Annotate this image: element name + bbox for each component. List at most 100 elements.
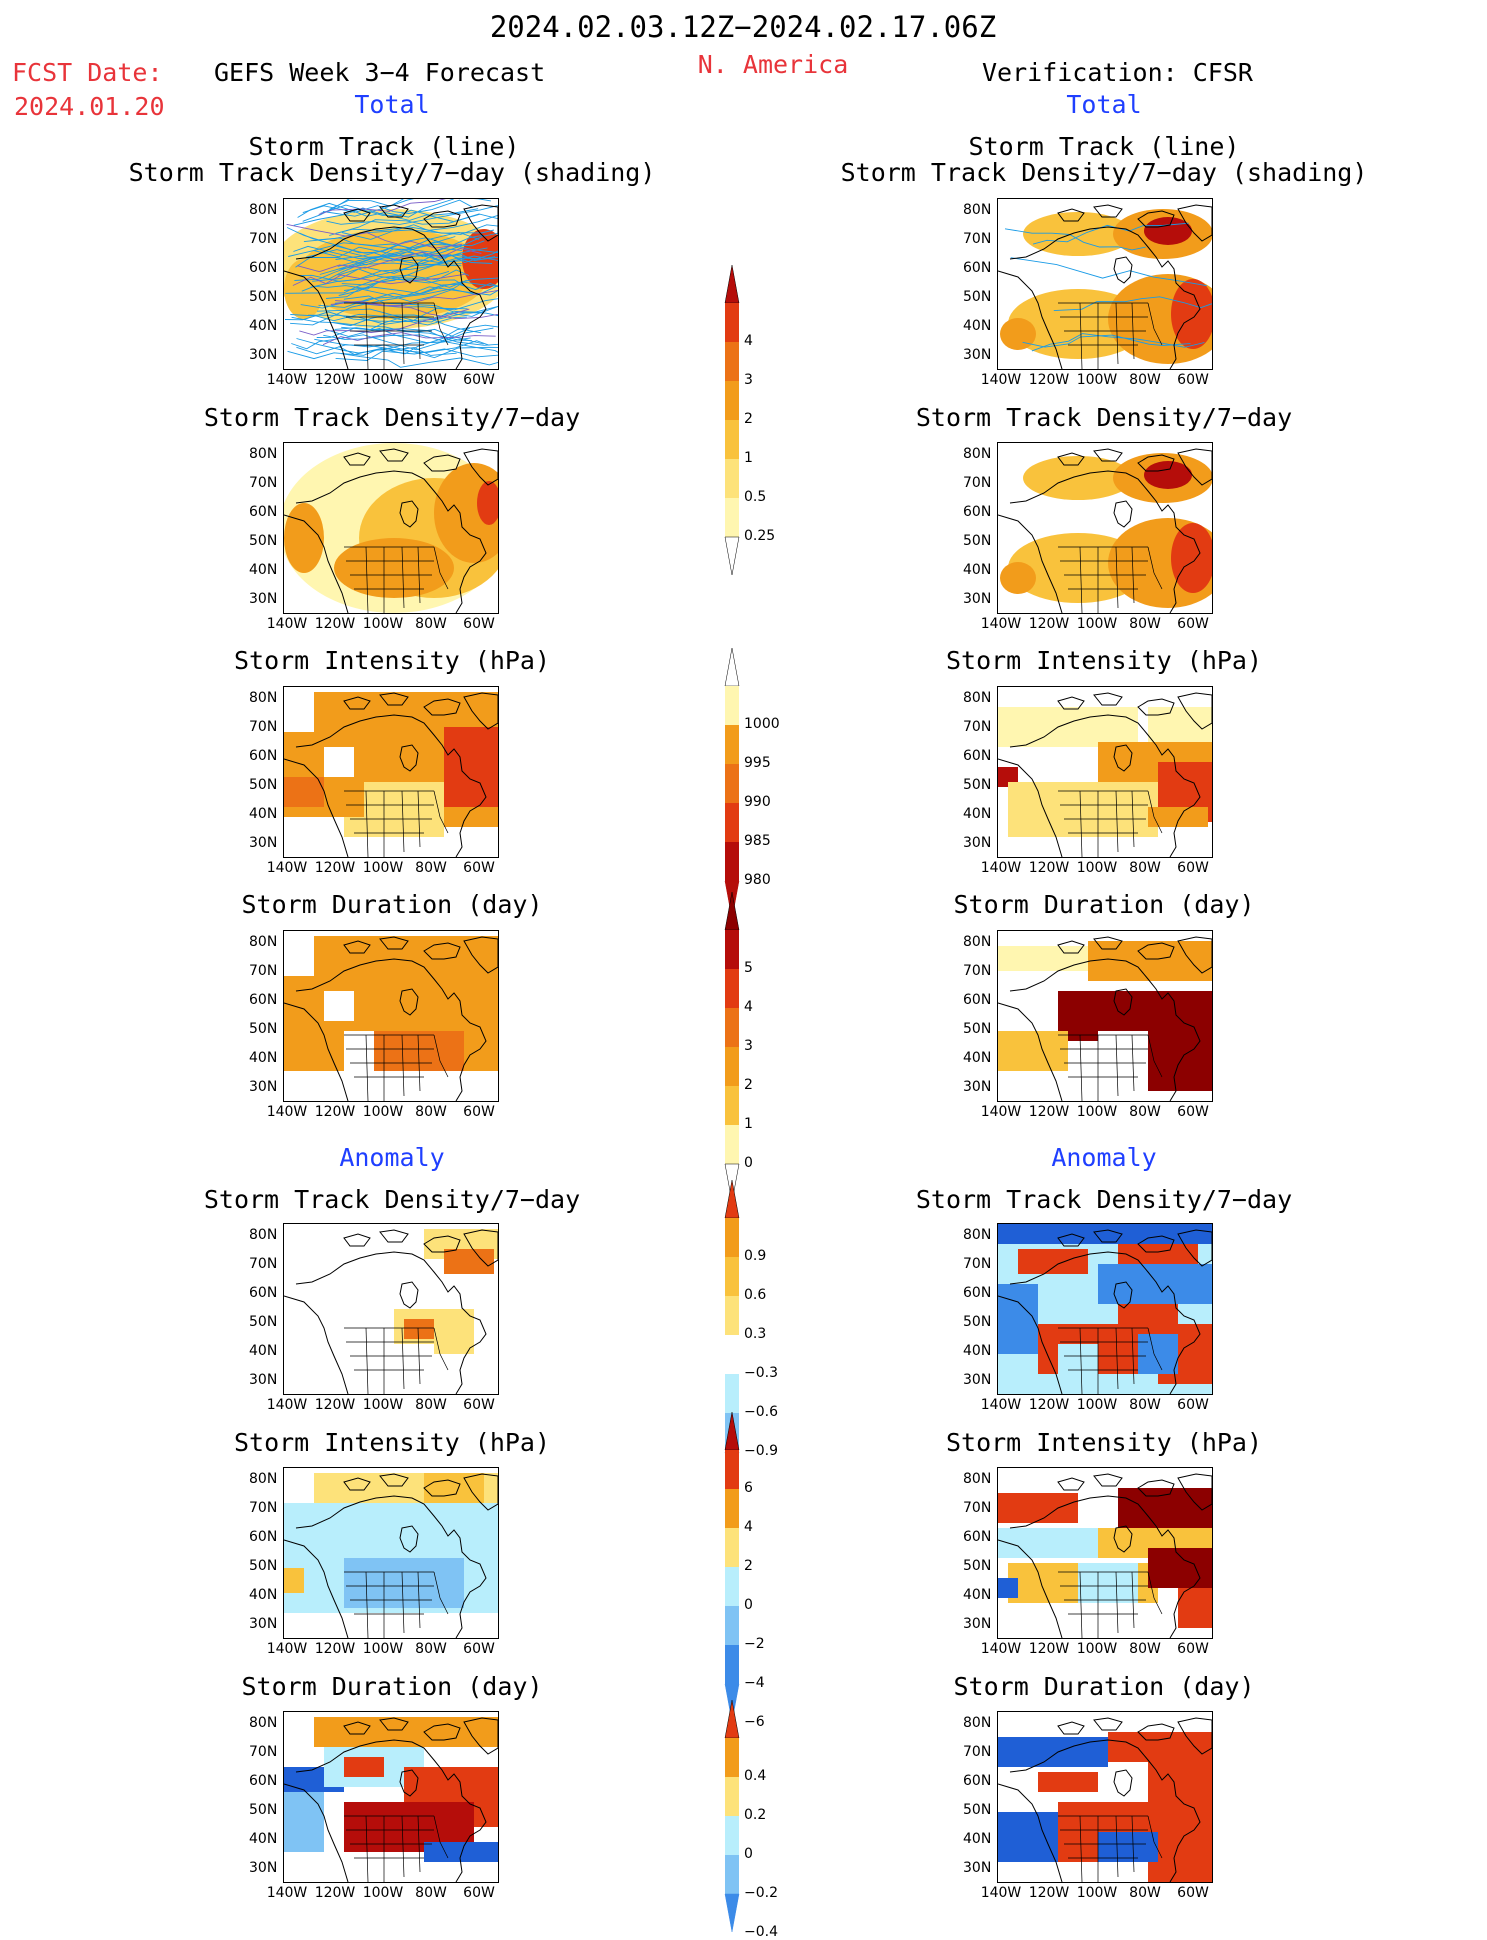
lat-tick-label: 50N — [963, 777, 992, 793]
lon-tick-label: 120W — [1028, 616, 1070, 632]
coastline — [463, 692, 498, 730]
coastline — [284, 514, 349, 613]
state-border — [417, 1571, 421, 1629]
panel-title-anom-intensity-left: Storm Intensity (hPa) — [233, 1428, 551, 1457]
panel-title-density-right: Storm Track Density/7−day — [915, 403, 1293, 432]
lon-tick-label: 100W — [1076, 372, 1118, 388]
lon-tick-label: 100W — [362, 1641, 404, 1657]
colorbar-intensity-anom — [724, 1412, 740, 1723]
coastline — [463, 1473, 498, 1511]
colorbar-label: 0.3 — [744, 1326, 767, 1342]
colorbar-label: 4 — [744, 1519, 753, 1535]
state-border — [365, 302, 369, 369]
coastline — [399, 256, 419, 284]
state-border — [1115, 1034, 1119, 1097]
colorbar-label: −0.9 — [744, 1443, 778, 1459]
lat-tick-label: 50N — [963, 1558, 992, 1574]
coastline — [295, 470, 487, 613]
state-border — [1115, 790, 1119, 853]
coastline — [1137, 210, 1175, 228]
lon-tick-label: 60W — [1177, 1885, 1209, 1901]
colorbar-label: 0.5 — [744, 489, 767, 505]
coastline — [379, 448, 409, 462]
coastline — [399, 1525, 419, 1553]
lon-tick-label: 120W — [1028, 860, 1070, 876]
map-canvas — [998, 1224, 1212, 1394]
map-canvas — [998, 448, 1212, 613]
coastline — [1177, 204, 1212, 242]
state-border — [1079, 1815, 1083, 1882]
coastline — [1177, 448, 1212, 486]
state-border — [401, 1571, 405, 1634]
coastline — [1137, 698, 1175, 716]
colorbar-duration-total — [724, 892, 740, 1203]
coastline — [423, 1723, 461, 1741]
state-border — [1147, 1815, 1163, 1859]
lat-tick-label: 30N — [249, 1860, 278, 1876]
state-border — [417, 1327, 421, 1385]
state-border — [1115, 546, 1119, 609]
coastline — [423, 210, 461, 228]
state-border — [365, 1034, 369, 1101]
coastline — [295, 1251, 487, 1394]
lat-tick-label: 50N — [249, 1802, 278, 1818]
lat-tick-label: 80N — [249, 202, 278, 218]
coastline — [1113, 744, 1133, 772]
lon-tick-label: 120W — [1028, 372, 1070, 388]
colorbar-label: −6 — [744, 1714, 765, 1730]
colorbar-label: 4 — [744, 999, 753, 1015]
colorbar-label: −4 — [744, 1675, 765, 1691]
lon-tick-label: 100W — [362, 1885, 404, 1901]
lon-tick-label: 100W — [1076, 1104, 1118, 1120]
lat-tick-label: 60N — [249, 504, 278, 520]
colorbar-label: −0.3 — [744, 1365, 778, 1381]
coastline — [1093, 936, 1123, 950]
coastline — [463, 936, 498, 974]
lon-tick-label: 80W — [415, 1885, 447, 1901]
lat-tick-label: 30N — [963, 1860, 992, 1876]
map-canvas — [284, 443, 498, 613]
map-canvas — [284, 1229, 498, 1394]
coastline — [1057, 208, 1085, 222]
state-border — [401, 302, 405, 365]
lon-tick-label: 80W — [1129, 1104, 1161, 1120]
state-border — [433, 1815, 449, 1859]
coastline — [1057, 1721, 1085, 1735]
lat-tick-label: 70N — [249, 475, 278, 491]
state-border — [433, 1034, 449, 1078]
lat-tick-label: 80N — [963, 934, 992, 950]
coastline — [399, 500, 419, 528]
lon-tick-label: 100W — [1076, 1885, 1118, 1901]
lat-tick-label: 80N — [249, 934, 278, 950]
coastline — [284, 1295, 349, 1394]
map-panel-verification-4 — [997, 1223, 1213, 1395]
coastline — [343, 1477, 371, 1491]
coastline — [1057, 1477, 1085, 1491]
map-canvas — [284, 1473, 498, 1638]
coastline — [284, 758, 349, 857]
lat-tick-label: 70N — [963, 719, 992, 735]
state-border — [1131, 302, 1135, 360]
state-border — [1131, 790, 1135, 848]
coastline — [399, 1769, 419, 1797]
lon-tick-label: 60W — [1177, 1397, 1209, 1413]
colorbar-label: 0.2 — [744, 1807, 767, 1823]
coastline — [343, 1721, 371, 1735]
lon-tick-label: 80W — [1129, 1885, 1161, 1901]
panel-title-density-left: Storm Track Density/7−day — [203, 403, 581, 432]
state-border — [1079, 790, 1083, 857]
state-border — [401, 790, 405, 853]
lat-tick-label: 80N — [963, 446, 992, 462]
lon-tick-label: 60W — [1177, 372, 1209, 388]
panel-title-duration-right: Storm Duration (day) — [953, 890, 1255, 919]
coastline — [284, 270, 349, 369]
lon-tick-label: 60W — [1177, 1641, 1209, 1657]
lon-tick-label: 140W — [980, 1104, 1022, 1120]
coastline — [1057, 940, 1085, 954]
lon-tick-label: 100W — [1076, 616, 1118, 632]
colorbar-label: 2 — [744, 1077, 753, 1093]
coastline — [1137, 1479, 1175, 1497]
state-border — [401, 1034, 405, 1097]
coastline — [1009, 1739, 1201, 1882]
colorbar-label: −2 — [744, 1636, 765, 1652]
